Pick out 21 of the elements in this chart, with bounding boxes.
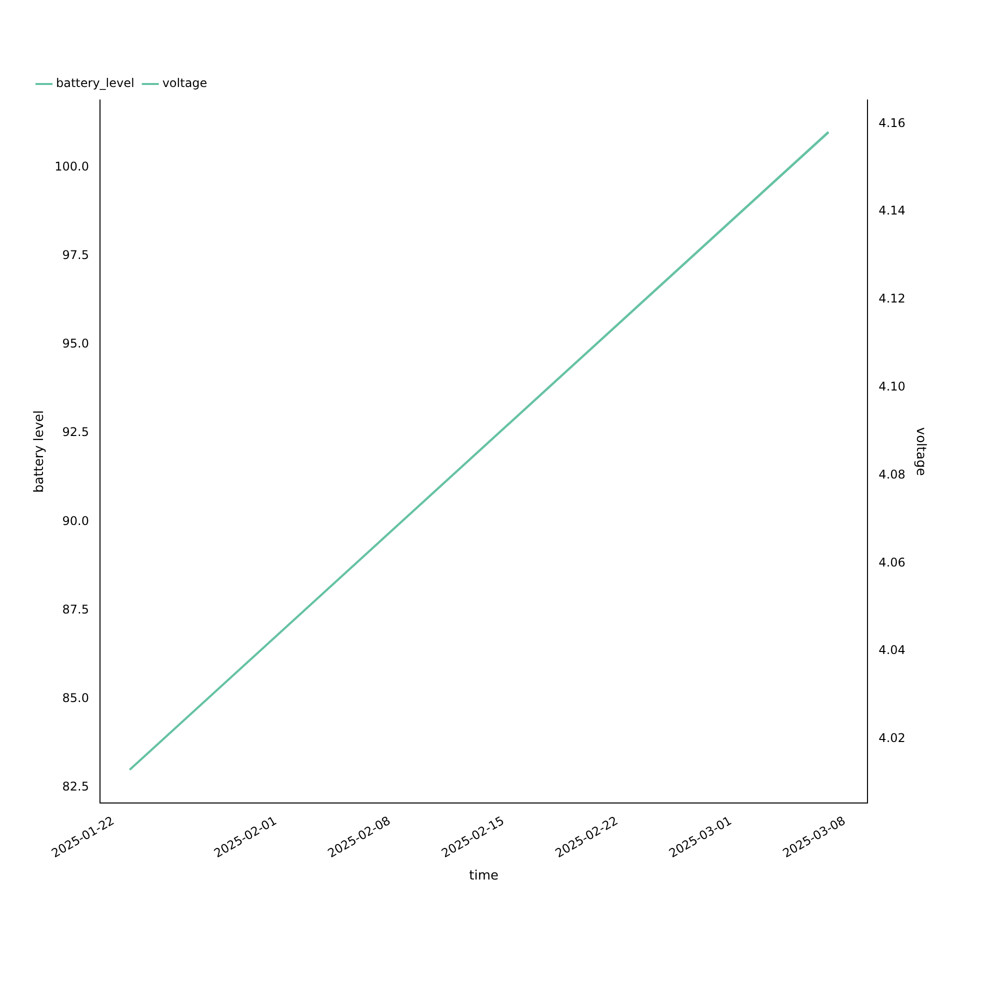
y-tick-label: 90.0 bbox=[62, 514, 89, 528]
y2-tick-label: 4.08 bbox=[878, 467, 906, 482]
y-tick-label: 92.5 bbox=[62, 425, 89, 440]
y2-tick-label: 4.04 bbox=[878, 643, 906, 658]
y2-axis-title: voltage bbox=[912, 427, 928, 476]
legend-label: voltage bbox=[162, 76, 208, 90]
y2-tick-label: 4.06 bbox=[878, 555, 906, 570]
legend-label: battery_level bbox=[56, 76, 134, 90]
x-axis-title: time bbox=[469, 868, 499, 884]
y2-tick-label: 4.14 bbox=[878, 204, 906, 218]
y2-tick-label: 4.16 bbox=[878, 116, 906, 130]
y-tick-label: 85.0 bbox=[62, 691, 89, 705]
y-tick-label: 95.0 bbox=[62, 336, 89, 351]
y-tick-label: 100.0 bbox=[54, 159, 89, 174]
y-axis-title: battery level bbox=[32, 410, 48, 493]
y2-tick-label: 4.12 bbox=[878, 292, 906, 306]
y-tick-label: 82.5 bbox=[62, 780, 89, 794]
y-tick-label: 97.5 bbox=[62, 248, 89, 262]
y2-tick-label: 4.10 bbox=[878, 380, 906, 394]
y-tick-label: 87.5 bbox=[62, 602, 89, 616]
y2-tick-label: 4.02 bbox=[878, 731, 906, 746]
